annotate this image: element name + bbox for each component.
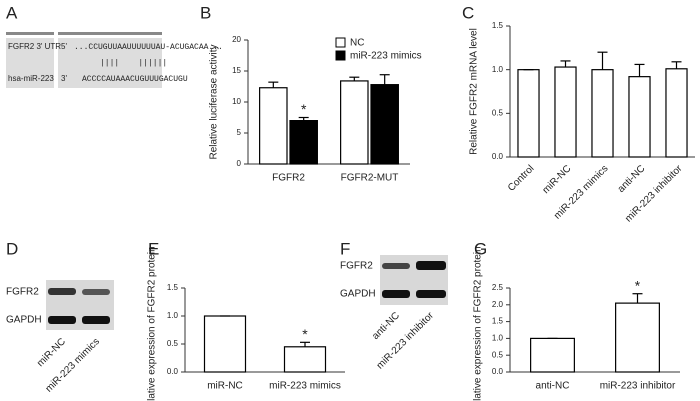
band [82, 289, 110, 295]
mir-end: 3' [61, 74, 67, 83]
band [382, 263, 410, 269]
band [416, 261, 446, 270]
x-tick-label: miR-NC [541, 163, 574, 196]
y-tick-label: 2.0 [492, 300, 504, 309]
bar [615, 302, 660, 373]
y-tick-label: 0.0 [492, 367, 504, 376]
y-axis-label: Relative expression of FGFR2 protein [473, 246, 484, 401]
band [48, 316, 76, 324]
panel-letter: B [200, 3, 211, 22]
y-tick-label: 1.0 [492, 65, 504, 74]
y-tick-label: 1.5 [492, 21, 504, 30]
panel-letter: F [340, 239, 350, 258]
band-label: GAPDH [6, 315, 42, 326]
legend-swatch [335, 37, 346, 48]
bar [370, 84, 399, 165]
bar [517, 69, 540, 158]
band-label: FGFR2 [6, 287, 39, 298]
y-tick-label: 1.0 [167, 311, 179, 320]
bar [283, 346, 327, 373]
utr-end: 5' [61, 42, 67, 51]
x-tick-label: anti-NC [536, 381, 570, 392]
bar [340, 80, 369, 165]
y-tick-label: 1.0 [492, 334, 504, 343]
bar [591, 69, 614, 158]
panel-letter: A [6, 3, 18, 22]
legend-swatch [335, 50, 346, 61]
y-tick-label: 0 [237, 159, 242, 168]
y-tick-label: 5 [237, 128, 242, 137]
band [82, 316, 110, 324]
y-tick-label: 15 [232, 66, 241, 75]
y-tick-label: 0.5 [167, 339, 179, 348]
lane-label: miR-NC [35, 336, 68, 369]
y-tick-label: 0.5 [492, 108, 504, 117]
y-tick-label: 10 [232, 97, 241, 106]
y-tick-label: 0.0 [167, 367, 179, 376]
x-tick-label: miR-223 mimics [269, 381, 341, 392]
lane-label: anti-NC [370, 310, 402, 342]
label-box [6, 38, 54, 88]
y-tick-label: 1.5 [492, 317, 504, 326]
band-label: FGFR2 [340, 261, 373, 272]
band [416, 290, 446, 298]
y-tick-label: 2.5 [492, 283, 504, 292]
band [382, 290, 410, 298]
bar [289, 119, 318, 165]
panel-letter: D [6, 239, 18, 258]
annotation: * [301, 101, 307, 117]
utr-sequence: ...CCUGUUAAUUUUUUAU-ACUGACAA... [74, 43, 223, 52]
sequence-box [58, 38, 162, 88]
panel-letter: C [462, 3, 474, 22]
bar [628, 76, 651, 158]
bar [259, 87, 288, 165]
x-tick-label: FGFR2 [272, 173, 305, 184]
x-tick-label: anti-NC [616, 163, 648, 195]
divider [6, 32, 54, 35]
y-tick-label: 20 [232, 35, 241, 44]
bar [530, 337, 575, 373]
panel-letter: G [474, 239, 487, 258]
y-tick-label: 1.5 [167, 283, 179, 292]
x-tick-label: FGFR2-MUT [341, 173, 399, 184]
utr-label: FGFR2 3' UTR [8, 42, 61, 51]
lane-label: miR-223 inhibitor [375, 310, 437, 372]
y-tick-label: 0.5 [492, 350, 504, 359]
pairing: |||| |||||| [100, 59, 167, 68]
legend-label: miR-223 mimics [350, 51, 422, 62]
band [48, 288, 76, 295]
mir-sequence: ACCCCAUAAACUGUUUGACUGU [82, 75, 188, 84]
bar [203, 315, 247, 373]
legend-label: NC [350, 38, 364, 49]
divider [58, 32, 162, 35]
annotation: * [302, 326, 308, 342]
y-tick-label: 0.0 [492, 152, 504, 161]
bar [554, 66, 577, 158]
x-tick-label: miR-NC [207, 381, 243, 392]
x-tick-label: Control [506, 163, 537, 194]
band-label: GAPDH [340, 289, 376, 300]
y-axis-label: Relative FGFR2 mRNA level [469, 28, 480, 155]
annotation: * [635, 277, 641, 293]
bar [665, 68, 688, 158]
panel-letter: E [148, 239, 159, 258]
x-tick-label: miR-223 inhibitor [600, 381, 676, 392]
mir-label: hsa-miR-223 [8, 74, 54, 83]
y-axis-label: Relative luciferase activity [209, 44, 220, 159]
y-axis-label: Relative expression of FGFR2 protein [147, 246, 158, 401]
